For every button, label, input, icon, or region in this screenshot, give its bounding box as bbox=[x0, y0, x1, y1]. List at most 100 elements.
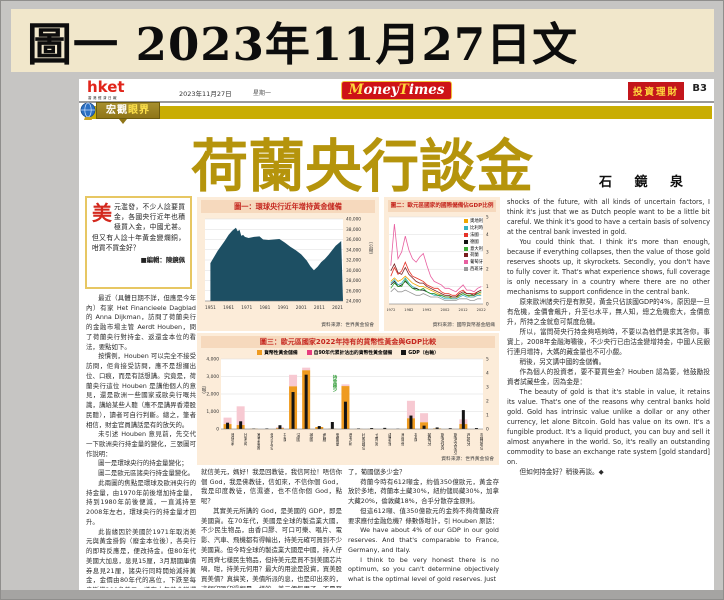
paragraph: I think to be very honest there is no op… bbox=[348, 555, 499, 584]
legend-item: 荷蘭 bbox=[464, 252, 483, 259]
chart-3-title: 圖三：歐元區國家2022年持有的貨幣性黃金與GDP比較 bbox=[201, 336, 495, 348]
paragraph: 按慣例，Houben 可以完全不接受訪問，佢肯接受訪問，應不是想攞出位、口痕，而… bbox=[86, 352, 196, 429]
paragraph: 此兩圖的焦點是環球及歐洲央行的持金量，由1970年前後增加持金量，持到1980年… bbox=[86, 478, 196, 526]
svg-text:4: 4 bbox=[486, 371, 489, 377]
chart-3-annotation: 持金極少 bbox=[332, 375, 337, 393]
logo-letters: imes bbox=[408, 81, 445, 98]
legend-item: 貨幣性黃金儲備 bbox=[257, 349, 298, 356]
category-label: 克羅地亞 bbox=[478, 433, 483, 451]
legend-item: 奧地利 bbox=[464, 218, 483, 225]
paragraph: 此皆緣因於美國於1971年取消美元與黃金掛鈎（廢金本位後），各央行的即時反應是，… bbox=[86, 527, 196, 588]
legend-item: 意大利 bbox=[464, 245, 483, 252]
chart-2-source: 資料來源：國際貨幣基金組織 bbox=[432, 323, 495, 328]
svg-text:36,000: 36,000 bbox=[346, 237, 361, 243]
legend-item: 自90年代累計沽出的貨幣性黃金儲備 bbox=[306, 349, 392, 356]
chart-3-panel: 圖三：歐元區國家2022年持有的貨幣性黃金與GDP比較 貨幣性黃金儲備 自90年代… bbox=[197, 333, 499, 465]
category-label: 奧地利 bbox=[230, 433, 235, 446]
section-bar bbox=[91, 106, 712, 119]
svg-text:2: 2 bbox=[486, 399, 489, 405]
svg-text:24,000: 24,000 bbox=[346, 299, 361, 305]
category-label: 意大利 bbox=[347, 433, 352, 446]
logo-letters: oney bbox=[363, 81, 399, 98]
chart-1-unit-label: （公噸） bbox=[368, 239, 373, 257]
category-label: 法國 bbox=[295, 433, 300, 442]
article-headline: 荷蘭央行談金 bbox=[191, 134, 533, 200]
category-label: 希臘 bbox=[321, 433, 326, 442]
paragraph: 最近（具體日期不詳，但應是今年內）有家 Het Financieele Dagb… bbox=[86, 294, 196, 351]
paragraph: The beauty of gold is that it's stable i… bbox=[507, 388, 710, 467]
intro-text: 元濫發，不少人諗要買金，各國央行近年也積極買入金，中國尤甚。但又有人諗十年黃金變… bbox=[92, 203, 185, 252]
category-label: 塞普勒斯 bbox=[256, 433, 261, 451]
globe-icon bbox=[80, 102, 97, 125]
svg-text:30,000: 30,000 bbox=[346, 268, 361, 274]
svg-text:3: 3 bbox=[486, 249, 489, 254]
chart-1-source: 資料來源：世界黃金協會 bbox=[321, 323, 374, 328]
paragraph: 就信美元，媽好！我是回教徒，我信阿拉！唔信你個 God，我是佛教徒，信如來，不信… bbox=[201, 468, 342, 506]
category-label: 馬爾他 bbox=[400, 433, 405, 446]
svg-text:2: 2 bbox=[486, 267, 489, 272]
category-label: 西班牙 bbox=[465, 433, 470, 446]
svg-text:1: 1 bbox=[486, 284, 489, 289]
category-label: 斯洛文尼亞 bbox=[452, 433, 457, 455]
category-label: 葡萄牙 bbox=[426, 433, 431, 446]
paragraph: 圖二是歐元區諸央行持金量變化。 bbox=[98, 469, 195, 478]
category-label: 比利時 bbox=[243, 433, 248, 446]
body-column-3: 了，葡國儲多少金？ 荷蘭今時有612噸金，約值350億歐元，黃金存放於多地，荷蘭本… bbox=[348, 468, 499, 588]
svg-text:0: 0 bbox=[486, 302, 489, 307]
paragraph: 圖一是環球央行的持金量變化； bbox=[98, 459, 188, 468]
svg-text:2012: 2012 bbox=[459, 308, 468, 312]
logo-letter: M bbox=[348, 81, 364, 98]
intro-box: 美元濫發，不少人諗要買金，各國央行近年也積極買入金，中國尤甚。但又有人諗十年黃金… bbox=[85, 196, 192, 289]
chart-2-canvas: 0 1 2 3 4 5 1972 1982 1992 2002 2012 2022 bbox=[387, 215, 489, 313]
paragraph: 但這612噸、值350億歐元的金夠不夠荷蘭政府要求應付金融危機？條數係咁計，引 … bbox=[348, 506, 499, 525]
section-tab-label: 眼界 bbox=[128, 105, 150, 116]
chart-1-title: 圖一：環球央行近年增持黃金儲備 bbox=[201, 200, 375, 213]
legend-item: 德國 bbox=[464, 238, 483, 245]
section-tab: 宏觀眼界 bbox=[96, 102, 160, 119]
legend-item: 葡萄牙 bbox=[464, 259, 483, 266]
category-label: 斯洛伐克 bbox=[439, 433, 444, 451]
legend-item: 西班牙 bbox=[464, 266, 483, 273]
svg-text:1951: 1951 bbox=[205, 305, 216, 311]
chart-1-panel: 圖一：環球央行近年增持黃金儲備 24,000 26,000 28,000 30,000… bbox=[197, 197, 379, 331]
svg-text:38,000: 38,000 bbox=[346, 227, 361, 233]
editor-credit: ■編輯：陳鏡佩 bbox=[140, 255, 185, 264]
legend-item: 法國 bbox=[464, 232, 483, 239]
intro-dropcap: 美 bbox=[92, 201, 112, 225]
body-column-4: shocks of the future, with all kinds of … bbox=[507, 197, 710, 589]
section-tab-pointer bbox=[119, 119, 127, 124]
paragraph: 了，葡國儲多少金？ bbox=[348, 468, 406, 476]
svg-text:5: 5 bbox=[486, 215, 489, 220]
chart-3-category-labels: 奧地利 比利時 塞普勒斯 愛沙尼亞 芬蘭 法國 德國 希臘 愛爾蘭 意大利 拉脫維亞 立陶宛 盧森堡 馬爾… bbox=[221, 433, 483, 460]
svg-text:2021: 2021 bbox=[332, 305, 343, 311]
hket-logo: hket bbox=[87, 78, 125, 96]
svg-text:32,000: 32,000 bbox=[346, 258, 361, 264]
svg-text:2001: 2001 bbox=[296, 305, 307, 311]
category-label: 拉脫維亞 bbox=[361, 433, 366, 451]
chart-2-title: 圖二：歐元區國家的國際儲備佔GDP比例 bbox=[388, 200, 496, 212]
logo-letter: T bbox=[398, 81, 409, 98]
svg-text:1972: 1972 bbox=[387, 308, 395, 312]
paragraph: You could think that. I think it's more … bbox=[507, 238, 710, 297]
svg-text:5: 5 bbox=[486, 357, 489, 363]
section-badge: 投資理財 bbox=[627, 82, 684, 100]
category-label: 愛爾蘭 bbox=[334, 433, 339, 446]
svg-text:2,000: 2,000 bbox=[206, 392, 219, 398]
issue-weekday: 星期一 bbox=[253, 90, 272, 97]
paragraph: 原來歐洲諸央行是有默契，黃金只佔該國GDP的4%，原因是一旦有危機，金價會飆升，… bbox=[507, 298, 710, 327]
svg-text:1,000: 1,000 bbox=[206, 409, 219, 415]
svg-text:2002: 2002 bbox=[440, 308, 449, 312]
svg-text:0: 0 bbox=[486, 427, 489, 432]
svg-text:40,000: 40,000 bbox=[346, 217, 361, 223]
chart-2-legend: 奧地利 比利時 法國 德國 意大利 荷蘭 葡萄牙 西班牙 bbox=[464, 218, 483, 272]
chart-1-canvas: 24,000 26,000 28,000 30,000 32,000 34,000 36,0… bbox=[205, 217, 361, 311]
svg-text:3,000: 3,000 bbox=[206, 374, 219, 380]
svg-text:1992: 1992 bbox=[422, 308, 431, 312]
category-label: 立陶宛 bbox=[374, 433, 379, 446]
paragraph: 所以，當問荷央行持金夠唔夠時，不要以為他們是求其答你。事實上，2008年金融海嘯… bbox=[507, 328, 710, 357]
svg-text:28,000: 28,000 bbox=[346, 278, 361, 284]
chart-3-unit-label: （噸） bbox=[201, 383, 206, 397]
